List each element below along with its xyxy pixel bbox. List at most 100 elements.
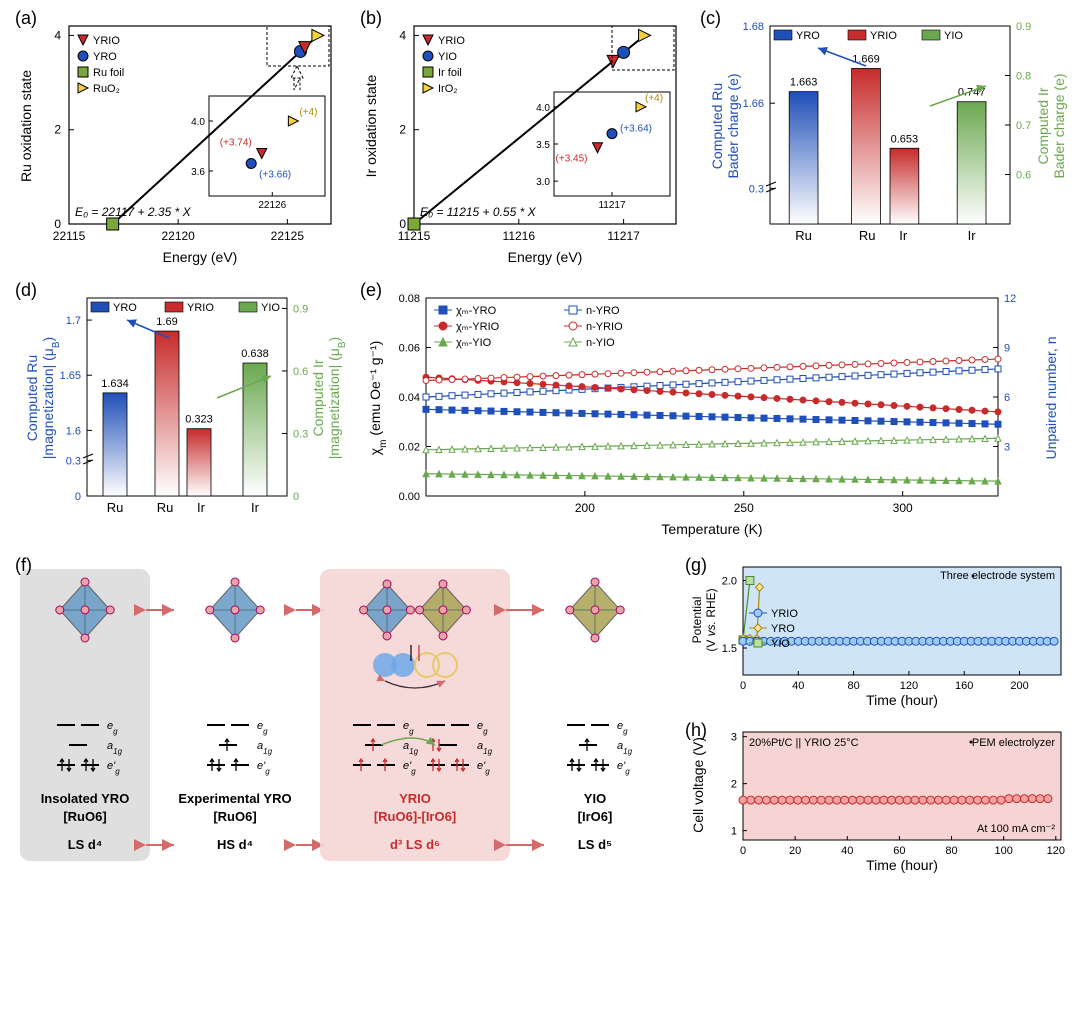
- panel-b-inset: 112173.03.54.0(+4)(+3.64)(+3.45): [536, 92, 670, 211]
- svg-text:100: 100: [994, 845, 1012, 857]
- svg-text:0.7: 0.7: [1016, 120, 1031, 132]
- svg-text:0.747: 0.747: [958, 87, 986, 99]
- svg-text:Ir: Ir: [968, 228, 977, 243]
- panel-e-legend: χₘ-YROn-YROχₘ-YRIOn-YRIOχₘ-YIOn-YIO: [432, 302, 692, 356]
- svg-text:160: 160: [955, 680, 973, 692]
- svg-text:eg: eg: [617, 720, 628, 736]
- svg-text:3.5: 3.5: [536, 140, 550, 151]
- panel-a-label: (a): [15, 8, 37, 29]
- panel-a-xlabel: Energy (eV): [163, 249, 238, 265]
- svg-text:Insolated YRO: Insolated YRO: [41, 791, 130, 806]
- panel-e: (e) 200250300 0.000.020.040.060.08 36912…: [360, 280, 1070, 540]
- panel-c: (c) 1.6631.6690.6530.747 0.31.661.68 0.6…: [700, 8, 1070, 268]
- svg-text:0: 0: [54, 217, 61, 231]
- svg-text:YIO: YIO: [584, 791, 606, 806]
- svg-text:1.65: 1.65: [60, 370, 81, 382]
- panel-g: (g) 04080120160200 1.52.0 Three electrod…: [685, 555, 1070, 710]
- svg-text:Ru foil: Ru foil: [93, 67, 124, 79]
- panel-g-label: (g): [685, 555, 707, 576]
- svg-text:0.08: 0.08: [399, 293, 420, 305]
- svg-text:(+3.74): (+3.74): [220, 138, 252, 149]
- panel-d: (d) 1.6341.690.3230.638 00.31.61.651.7 0…: [15, 280, 345, 540]
- svg-text:(V vs. RHE): (V vs. RHE): [704, 588, 718, 651]
- svg-text:0.00: 0.00: [399, 491, 420, 503]
- panel-b: (b) 112151121611217 024 E₀ = 11215 + 0.5…: [360, 8, 690, 268]
- svg-text:0.323: 0.323: [185, 414, 213, 426]
- panel-b-svg: 112151121611217 024 E₀ = 11215 + 0.55 * …: [360, 8, 690, 268]
- svg-text:YRIO: YRIO: [93, 35, 120, 47]
- panel-b-eq: E₀ = 11215 + 0.55 * X: [420, 205, 537, 219]
- svg-text:3: 3: [1004, 442, 1010, 454]
- svg-text:Ir foil: Ir foil: [438, 67, 462, 79]
- panel-e-rticks: 36912: [993, 293, 1016, 454]
- svg-text:Three electrode system: Three electrode system: [940, 570, 1055, 582]
- panel-a-legend: YRIOYRORu foilRuO₂: [78, 35, 124, 95]
- panel-b-legend: YRIOYIOIr foilIrO₂: [423, 35, 465, 95]
- svg-text:IrO₂: IrO₂: [438, 83, 458, 95]
- panel-f-svg: ega1ge'gInsolated YRO[RuO6]LS d⁴ega1ge'g…: [15, 555, 675, 875]
- svg-text:0.6: 0.6: [293, 366, 308, 378]
- svg-text:0.04: 0.04: [399, 392, 420, 404]
- svg-text:2: 2: [54, 123, 61, 137]
- panel-c-rticks: 0.60.70.80.9: [1005, 21, 1031, 182]
- svg-text:(+4): (+4): [299, 107, 317, 118]
- svg-text:n-YIO: n-YIO: [586, 337, 615, 349]
- panel-c-yr1: Computed Ir: [1035, 87, 1051, 164]
- svg-text:χm (emu Oe⁻¹ g⁻¹): χm (emu Oe⁻¹ g⁻¹): [367, 341, 389, 456]
- svg-text:YRO: YRO: [771, 623, 795, 635]
- svg-text:YIO: YIO: [771, 638, 790, 650]
- svg-text:Ru: Ru: [107, 500, 124, 515]
- svg-text:0.8: 0.8: [1016, 71, 1031, 83]
- panel-a-svg: 221152212022125 024 E₀ = 22117 + 2.35 * …: [15, 8, 345, 268]
- panel-a-ylabel: Ru oxidation state: [18, 70, 34, 182]
- svg-text:(+4): (+4): [645, 93, 663, 104]
- panel-c-yl2: Bader charge (e): [725, 73, 741, 178]
- panel-c-yl1: Computed Ru: [709, 83, 725, 169]
- svg-text:40: 40: [792, 680, 804, 692]
- svg-text:60: 60: [893, 845, 905, 857]
- svg-text:YIO: YIO: [261, 302, 280, 314]
- svg-text:0: 0: [740, 845, 746, 857]
- panel-c-xticks: RuRuIrIr: [795, 228, 976, 243]
- svg-text:e'g: e'g: [617, 760, 630, 776]
- svg-text:Computed Ru: Computed Ru: [24, 355, 40, 441]
- svg-text:[RuO6]: [RuO6]: [63, 809, 106, 824]
- svg-text:RuO₂: RuO₂: [93, 83, 120, 95]
- svg-text:(+3.45): (+3.45): [556, 154, 588, 165]
- panel-e-label: (e): [360, 280, 382, 301]
- panel-a-inset: 221263.64.0(+4)(+3.74)(+3.66): [191, 96, 325, 211]
- svg-text:Temperature (K): Temperature (K): [661, 521, 762, 537]
- svg-text:[RuO6]: [RuO6]: [213, 809, 256, 824]
- svg-text:Ru: Ru: [157, 500, 174, 515]
- svg-text:11216: 11216: [503, 229, 536, 243]
- panel-d-xticks: RuRuIrIr: [107, 500, 260, 515]
- svg-text:χₘ-YRIO: χₘ-YRIO: [456, 321, 500, 333]
- svg-text:1: 1: [731, 826, 737, 838]
- svg-text:11217: 11217: [607, 229, 640, 243]
- svg-text:20%Pt/C || YRIO 25°C: 20%Pt/C || YRIO 25°C: [749, 737, 859, 749]
- panel-b-yticks: 024: [399, 28, 419, 231]
- svg-text:0.9: 0.9: [1016, 21, 1031, 33]
- svg-text:0.02: 0.02: [399, 442, 420, 454]
- svg-text:eg: eg: [257, 720, 268, 736]
- svg-text:χₘ-YIO: χₘ-YIO: [456, 337, 492, 349]
- svg-text:22115: 22115: [53, 229, 86, 243]
- panel-d-legend: YROYRIOYIO: [91, 302, 280, 314]
- svg-text:4.0: 4.0: [191, 117, 205, 128]
- svg-text:22120: 22120: [161, 229, 195, 243]
- svg-text:0.3: 0.3: [749, 183, 764, 195]
- svg-text:2: 2: [731, 779, 737, 791]
- panel-b-xlabel: Energy (eV): [508, 249, 583, 265]
- svg-text:YIO: YIO: [438, 51, 457, 63]
- svg-text:(+3.64): (+3.64): [620, 124, 652, 135]
- panel-b-label: (b): [360, 8, 382, 29]
- svg-text:YRO: YRO: [113, 302, 137, 314]
- svg-text:2: 2: [399, 123, 406, 137]
- panel-f-label: (f): [15, 555, 32, 576]
- svg-text:Time (hour): Time (hour): [866, 692, 938, 708]
- svg-text:200: 200: [1010, 680, 1028, 692]
- svg-text:1.634: 1.634: [101, 378, 129, 390]
- svg-text:1.66: 1.66: [743, 98, 764, 110]
- svg-text:0.638: 0.638: [241, 348, 269, 360]
- svg-text:e'g: e'g: [257, 760, 270, 776]
